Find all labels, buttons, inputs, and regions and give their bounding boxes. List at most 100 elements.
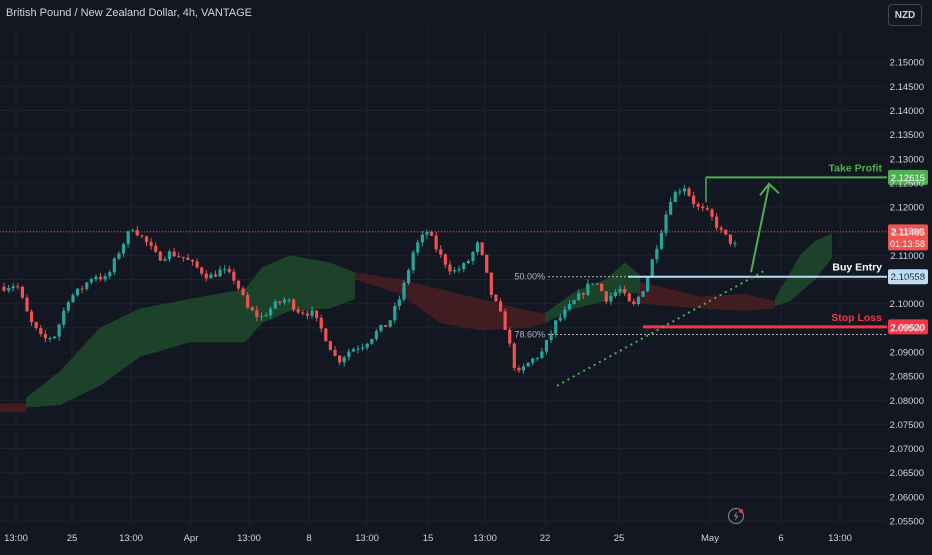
symbol-title: British Pound / New Zealand Dollar, 4h, … xyxy=(6,7,252,19)
candle-body xyxy=(287,299,291,301)
price-tick-label: 2.05500 xyxy=(890,517,924,528)
candle-body xyxy=(728,234,733,244)
candle-body xyxy=(613,292,618,296)
candle-body xyxy=(600,283,604,292)
candle-body xyxy=(411,252,415,271)
candle-body xyxy=(604,291,608,302)
candle-body xyxy=(250,307,254,311)
candle-body xyxy=(705,208,710,210)
candle-body xyxy=(232,271,236,281)
candle-body xyxy=(448,264,452,272)
cloud-bearish xyxy=(0,403,26,413)
price-tick-label: 2.11000 xyxy=(890,251,924,262)
candle-body xyxy=(209,274,213,279)
candle-body xyxy=(204,273,208,279)
candle-body xyxy=(144,236,149,243)
candle-body xyxy=(20,286,24,298)
candle-body xyxy=(595,283,599,285)
candle-body xyxy=(535,357,539,359)
candle-body xyxy=(62,310,66,325)
price-tick-label: 2.06000 xyxy=(890,492,924,503)
cloud-bullish xyxy=(775,233,832,307)
flash-icon[interactable] xyxy=(727,507,745,525)
candle-body xyxy=(636,296,641,304)
candle-body xyxy=(466,261,470,264)
candle-body xyxy=(181,256,185,258)
time-tick-label: May xyxy=(701,533,719,544)
candle-body xyxy=(305,313,310,316)
candle-body xyxy=(11,286,15,289)
candle-body xyxy=(246,295,250,308)
cloud-bullish xyxy=(26,255,355,408)
candle-body xyxy=(508,329,512,344)
candle-body xyxy=(48,338,52,340)
price-tick-label: 2.13500 xyxy=(890,130,924,141)
candle-body xyxy=(241,288,245,296)
candle-body xyxy=(696,204,700,207)
candle-body xyxy=(273,301,277,309)
countdown-label: 01:13:58 xyxy=(890,239,925,249)
time-tick-label: 13:00 xyxy=(4,533,28,544)
price-tick-label: 2.09000 xyxy=(890,347,924,358)
candle-body xyxy=(425,231,429,235)
candle-body xyxy=(89,279,93,283)
level-name-label: Stop Loss xyxy=(831,312,882,324)
candle-body xyxy=(733,243,737,245)
candle-body xyxy=(167,251,172,259)
time-tick-label: 15 xyxy=(423,533,434,544)
candle-body xyxy=(158,251,162,261)
candle-body xyxy=(724,229,728,235)
time-tick-label: 13:00 xyxy=(237,533,261,544)
candle-body xyxy=(140,235,144,237)
price-tick-label: 2.12500 xyxy=(890,178,924,189)
time-tick-label: 8 xyxy=(306,533,311,544)
candle-body xyxy=(429,231,434,236)
candle-body xyxy=(195,261,199,268)
candle-body xyxy=(664,214,668,233)
time-tick-label: 13:00 xyxy=(828,533,852,544)
candle-body xyxy=(669,201,673,215)
currency-button[interactable]: NZD xyxy=(888,4,922,26)
candle-body xyxy=(692,195,696,205)
time-axis: 13:00 25 13:00 Apr 13:00 8 13:00 15 13:00 22 25 May… xyxy=(4,533,852,544)
candle-body xyxy=(383,324,388,327)
candle-body xyxy=(498,301,503,312)
candle-body xyxy=(103,276,107,280)
candle-body xyxy=(200,267,204,274)
candle-body xyxy=(443,254,447,265)
current-price-tag xyxy=(888,224,928,251)
candle-body xyxy=(452,270,457,272)
candle-body xyxy=(269,308,273,316)
candle-body xyxy=(282,299,287,303)
candle-body xyxy=(163,258,167,261)
candle-body xyxy=(623,289,627,294)
candle-body xyxy=(264,315,268,317)
candle-body xyxy=(563,309,567,318)
candle-body xyxy=(108,272,112,277)
candle-body xyxy=(6,288,11,291)
price-tick-label: 2.06500 xyxy=(890,468,924,479)
candle-body xyxy=(678,191,682,193)
candle-body xyxy=(278,301,282,303)
price-tag-label: 2.09520 xyxy=(891,322,925,333)
time-tick-label: 13:00 xyxy=(119,533,143,544)
candle-body xyxy=(131,230,135,232)
candle-body xyxy=(687,188,691,196)
candle-body xyxy=(39,328,43,335)
candle-body xyxy=(494,294,498,302)
annotations: 50.00% 78.60% Take Profit 2.12615 Buy Entry 2… xyxy=(514,162,928,387)
candle-body xyxy=(420,234,424,243)
candle-body xyxy=(379,324,383,332)
candle-body xyxy=(673,192,677,202)
candle-body xyxy=(370,339,374,344)
candle-body xyxy=(301,312,305,314)
candle-body xyxy=(572,300,576,304)
candle-body xyxy=(213,274,218,277)
price-tick-label: 2.15000 xyxy=(890,58,924,69)
candle-body xyxy=(338,355,342,363)
candle-body xyxy=(406,270,411,284)
candle-body xyxy=(434,235,438,250)
candle-body xyxy=(324,328,328,342)
